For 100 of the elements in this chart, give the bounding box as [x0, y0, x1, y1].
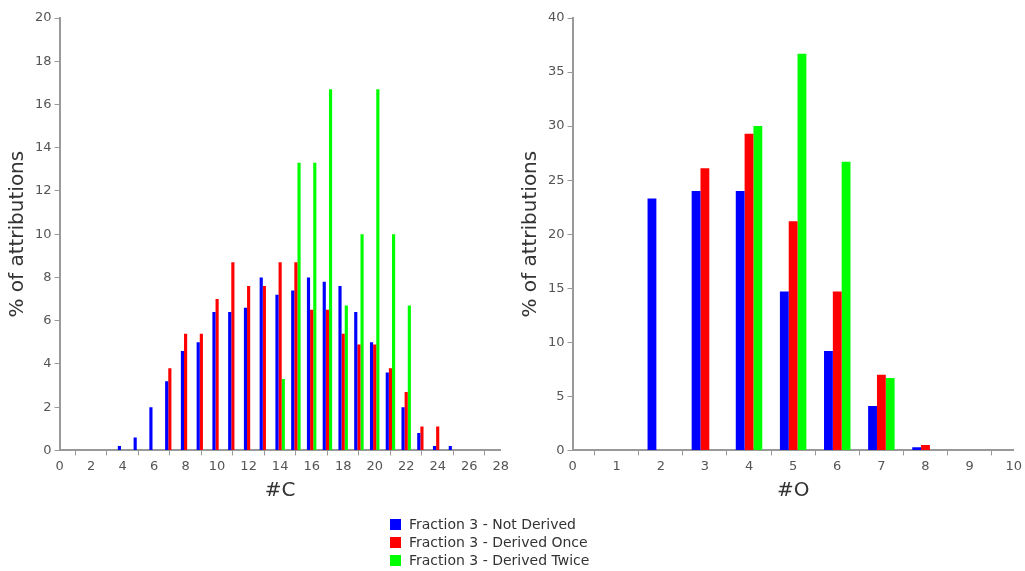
- y-tick-label: 16: [35, 95, 52, 111]
- bar: [149, 407, 153, 450]
- y-tick-label: 4: [43, 355, 52, 371]
- bar: [691, 190, 701, 450]
- y-axis-title: % of attributions: [4, 150, 29, 318]
- bar: [420, 426, 424, 450]
- x-tick-label: 22: [397, 457, 415, 473]
- y-tick-label: 40: [548, 9, 565, 25]
- legend-label: Fraction 3 - Not Derived: [409, 515, 576, 533]
- bar: [432, 446, 437, 450]
- bar: [407, 305, 411, 450]
- y-tick-label: 10: [548, 333, 565, 349]
- y-tick-label: 0: [556, 441, 565, 457]
- bar: [344, 305, 348, 450]
- bar: [779, 291, 789, 450]
- bar: [228, 312, 232, 450]
- y-tick-label: 5: [556, 387, 565, 403]
- bar: [325, 309, 329, 450]
- bar: [328, 89, 333, 450]
- bar: [165, 381, 169, 450]
- x-tick-label: 0: [568, 457, 577, 473]
- bar: [373, 344, 377, 450]
- y-axis-title: % of attributions: [517, 150, 542, 318]
- bar: [824, 350, 833, 450]
- bar: [647, 198, 657, 450]
- legend-label: Fraction 3 - Derived Once: [409, 533, 588, 551]
- y-tick-label: 8: [43, 268, 52, 284]
- x-tick-label: 4: [744, 457, 754, 473]
- x-tick-label: 10: [208, 457, 226, 473]
- x-axis-title: #C: [264, 477, 296, 502]
- x-tick-label: 0: [55, 457, 64, 473]
- bar: [401, 407, 405, 450]
- x-tick-label: 9: [965, 457, 974, 473]
- x-tick-label: 12: [240, 457, 257, 473]
- x-tick-label: 5: [788, 457, 798, 473]
- x-tick-label: 10: [1005, 457, 1022, 473]
- bar: [357, 344, 361, 450]
- bar: [385, 372, 389, 450]
- bar: [417, 433, 421, 450]
- bar: [199, 333, 203, 450]
- bar: [262, 286, 266, 450]
- x-tick-label: 16: [303, 457, 320, 473]
- y-tick-label: 25: [548, 171, 565, 187]
- y-tick-label: 20: [35, 9, 52, 25]
- x-axis-title: #O: [776, 477, 810, 502]
- bar: [117, 446, 121, 450]
- x-tick-label: 24: [429, 457, 446, 473]
- bar: [360, 234, 364, 450]
- bar: [788, 221, 798, 450]
- bar: [885, 377, 895, 450]
- bar: [912, 447, 922, 450]
- bar: [294, 262, 298, 450]
- bar: [376, 89, 380, 450]
- bar: [338, 286, 342, 450]
- bar: [735, 190, 745, 450]
- x-tick-label: 7: [877, 457, 886, 473]
- bar: [278, 262, 282, 450]
- bar: [700, 168, 710, 450]
- y-tick-label: 2: [43, 398, 52, 414]
- x-tick-label: 1: [612, 457, 621, 473]
- bar: [392, 234, 396, 450]
- x-tick-label: 6: [833, 457, 842, 473]
- bar: [876, 374, 886, 450]
- x-tick-label: 28: [492, 457, 509, 473]
- bar: [306, 277, 311, 450]
- x-tick-label: 6: [149, 457, 159, 473]
- bar: [354, 312, 358, 450]
- y-tick-label: 6: [43, 312, 52, 328]
- bar: [341, 333, 345, 450]
- bar: [275, 294, 279, 450]
- bar: [291, 290, 295, 450]
- legend-label: Fraction 3 - Derived Twice: [409, 551, 590, 569]
- bar: [841, 161, 851, 450]
- x-tick-label: 18: [334, 457, 352, 473]
- x-tick-label: 20: [366, 457, 383, 473]
- bar: [168, 368, 172, 450]
- bar: [369, 342, 374, 450]
- x-tick-label: 8: [921, 457, 930, 473]
- bar: [921, 445, 930, 450]
- bar: [744, 133, 754, 450]
- bar: [180, 350, 185, 450]
- bar: [215, 299, 219, 450]
- bar: [212, 312, 216, 450]
- bar: [868, 406, 877, 450]
- x-tick-label: 26: [460, 457, 478, 473]
- bar: [231, 262, 235, 450]
- y-tick-label: 20: [548, 225, 565, 241]
- y-tick-label: 35: [548, 63, 565, 79]
- y-tick-label: 30: [548, 117, 565, 133]
- x-tick-label: 4: [118, 457, 127, 473]
- y-tick-label: 14: [35, 139, 52, 155]
- bar: [753, 126, 763, 450]
- bar: [388, 368, 393, 450]
- x-tick-label: 8: [181, 457, 190, 473]
- bar: [322, 281, 326, 450]
- y-tick-label: 10: [35, 225, 52, 241]
- x-tick-label: 2: [86, 457, 96, 473]
- y-tick-label: 15: [548, 279, 565, 295]
- bar: [797, 53, 807, 450]
- bar: [313, 162, 317, 450]
